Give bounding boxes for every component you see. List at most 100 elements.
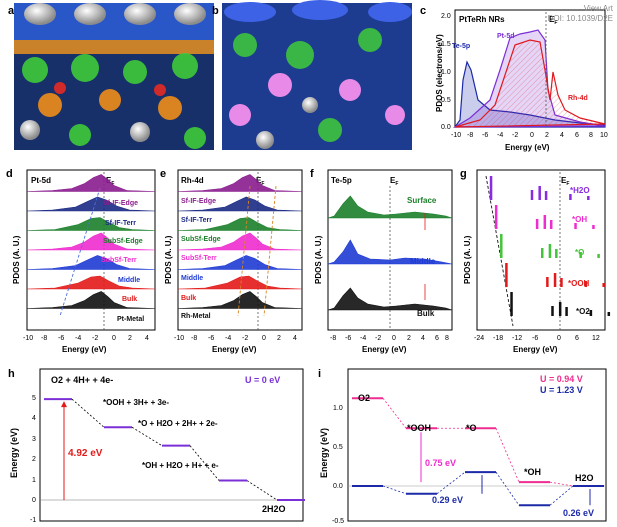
panel-g-pdos-peak	[592, 225, 595, 229]
panel-h-connector	[189, 445, 220, 481]
panel-h-step-label: *O + H2O + 2H+ + 2e-	[138, 419, 218, 428]
panel-g-fermi-label: EF	[561, 176, 569, 187]
panel-a-atoms	[14, 3, 214, 149]
panel-f-title: Te-5p	[331, 176, 352, 185]
panel-i-connector	[382, 397, 407, 429]
panel-i-step-label: H2O	[575, 473, 594, 483]
panel-i-label: i	[318, 368, 321, 380]
panel-e-xtick: 2	[277, 335, 281, 342]
panel-c-ytick: 1.0	[441, 69, 451, 76]
panel-i-gap-label-1: 0.75 eV	[425, 458, 456, 468]
panel-h-ylabel: Energy (eV)	[9, 428, 19, 478]
panel-f-xtick: 2	[407, 335, 411, 342]
panel-c-ytick: 0.0	[441, 124, 451, 131]
panel-f-pdos-curve	[327, 287, 453, 311]
panel-e-layer-label: Rh-Metal	[181, 313, 211, 320]
panel-i-yticks: -0.5 0.0 0.5 1.0	[332, 405, 344, 525]
panel-f-fermi-label: EF	[390, 176, 398, 187]
panel-f-xtick: 4	[421, 335, 425, 342]
panel-d-xlabel: Energy (eV)	[62, 345, 107, 354]
panel-i-step-label: *O	[466, 423, 477, 433]
panel-g-xticks: -24 -18 -12 -6 0 6 12	[474, 335, 600, 342]
panel-c-xtick: 0	[530, 132, 534, 139]
panel-c-xtick: 6	[575, 132, 579, 139]
panel-g-pdos-peak	[555, 249, 558, 258]
panel-e-pdos-curve	[177, 196, 303, 212]
panel-e-label: e	[160, 168, 166, 180]
panel-c-series-label-pt: Pt-5d	[497, 33, 515, 40]
panel-f-xtick: -4	[360, 335, 366, 342]
panel-c-rh4d-curve	[454, 39, 606, 128]
panel-f-xtick: -6	[345, 335, 351, 342]
panel-c-xtick: -4	[497, 132, 503, 139]
panel-g-pdos-peak	[587, 196, 590, 200]
panel-h-connector	[71, 398, 105, 428]
panel-e-guide-right	[263, 185, 277, 317]
panel-e-xticks: -10 -8 -6 -4 -2 0 2 4	[174, 335, 297, 342]
panel-g-pdos-peak	[602, 283, 605, 287]
panel-d-xticks: -10 -8 -6 -4 -2 0 2 4	[23, 335, 149, 342]
panel-f-pdos-curve	[327, 195, 453, 219]
panel-c-xtick: 2	[545, 132, 549, 139]
panel-g-pdos-peak	[558, 302, 562, 316]
panel-e-xlabel: Energy (eV)	[212, 345, 257, 354]
panel-g-adsorbate-label: *OH	[572, 215, 587, 224]
panel-c-xtick: 4	[560, 132, 564, 139]
panel-h-ytick: -1	[30, 517, 36, 524]
panel-g-pdos-peak	[597, 254, 600, 258]
panel-g-adsorbate-label: *O2	[576, 307, 590, 316]
panel-c-ytick: 2.0	[441, 13, 451, 20]
panel-h-frame	[39, 368, 304, 522]
watermark-line-1: View Art	[583, 4, 613, 13]
panel-d-pdos-curve	[26, 232, 156, 251]
panel-e-pdos-curve	[177, 275, 303, 290]
panel-f-xtick: 8	[445, 335, 449, 342]
panel-g-ylabel: PDOS (A. U.)	[463, 235, 472, 284]
panel-i-connector	[495, 428, 520, 483]
panel-h-connector	[131, 426, 163, 447]
panel-e-pdos-curve	[177, 291, 303, 309]
panel-g-pdos-peak	[538, 186, 541, 200]
panel-g-pdos-peak	[553, 273, 557, 287]
panel-c-fermi-label: EF	[549, 15, 557, 26]
panel-i-gap-label-3: 0.26 eV	[563, 508, 594, 518]
panel-c-xtick: -6	[482, 132, 488, 139]
panel-e-title: Rh-4d	[181, 176, 204, 185]
panel-i-connector	[549, 485, 574, 506]
panel-c-series-label-rh: Rh-4d	[568, 95, 588, 102]
panel-d-layer-label: SubSf-Terr	[101, 257, 137, 264]
panel-g-pdos-peak	[510, 292, 513, 316]
panel-i-connector	[549, 481, 574, 487]
panel-f-layer-label: Middle	[410, 257, 436, 266]
panel-f-layer-stack	[327, 195, 453, 311]
panel-e-xtick: -8	[191, 335, 197, 342]
panel-f-xtick: 0	[392, 335, 396, 342]
panel-e-layer-label: Sf-IF-Edge	[181, 198, 216, 205]
panel-g-pdos-peak	[565, 307, 568, 316]
panel-e-layer-stack	[177, 174, 303, 309]
panel-g-frame	[476, 169, 606, 331]
panel-i-ytick: 1.0	[333, 405, 343, 412]
panel-i: i U = 0.94 V U = 1.23 V O2 *OOH *O *OH H…	[318, 368, 607, 525]
panel-d-ylabel: PDOS (A. U.)	[12, 235, 21, 284]
panel-h-ytick: 2	[32, 456, 36, 463]
panel-e-layer-label: Middle	[181, 275, 203, 282]
panel-g-pdos-peak	[505, 263, 508, 287]
panel-e-pdos-curve	[177, 174, 303, 192]
panel-d-layer-stack	[26, 174, 156, 309]
panel-e-pdos-curve	[177, 255, 303, 270]
watermark-line-2: DOI: 10.1039/D2E	[547, 14, 613, 23]
panel-i-frame	[347, 368, 607, 522]
panel-g-label: g	[460, 168, 467, 180]
panel-g-xtick: 12	[592, 335, 600, 342]
panel-h-step-label: O2 + 4H+ + 4e-	[51, 375, 113, 385]
panel-i-gap-label-2: 0.29 eV	[432, 495, 463, 505]
panel-f-layer-label: Surface	[407, 196, 437, 205]
panel-h-label: h	[8, 368, 15, 380]
panel-g-xtick: -12	[512, 335, 522, 342]
panel-g-pdos-peak	[500, 234, 503, 258]
panel-d-pdos-curve	[26, 291, 156, 309]
panel-e-pdos-curve	[177, 217, 303, 231]
panel-d-layer-label: Middle	[118, 277, 140, 284]
